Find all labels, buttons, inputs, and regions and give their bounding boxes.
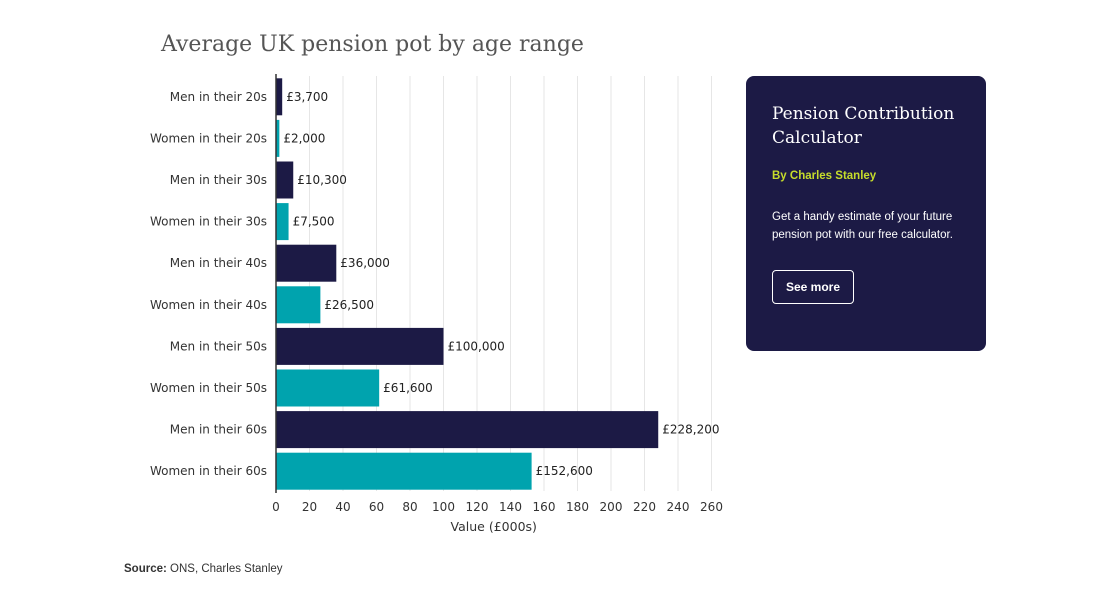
x-tick-label: 0 (272, 500, 280, 514)
value-label: £26,500 (324, 298, 374, 312)
source-text: ONS, Charles Stanley (166, 563, 283, 575)
x-tick-label: 260 (700, 500, 723, 514)
card-byline: By Charles Stanley (772, 170, 877, 182)
x-tick-label: 200 (600, 500, 623, 514)
source-label: Source: (124, 563, 167, 575)
value-label: £228,200 (662, 423, 719, 437)
category-label: Men in their 60s (170, 423, 267, 437)
x-tick-label: 220 (633, 500, 656, 514)
labels: 0 20 40 60 80 100 120 140 160 180 200 220 240 260 Men … (150, 90, 723, 514)
category-label: Men in their 50s (170, 339, 267, 353)
x-tick-label: 180 (566, 500, 589, 514)
x-tick-label: 80 (402, 500, 417, 514)
x-tick-label: 100 (432, 500, 455, 514)
x-tick-label: 240 (667, 500, 690, 514)
category-label: Women in their 30s (150, 215, 267, 229)
category-label: Women in their 40s (150, 298, 267, 312)
bars (276, 78, 659, 490)
bar (276, 369, 380, 407)
x-tick-label: 40 (335, 500, 350, 514)
category-label: Men in their 40s (170, 256, 267, 270)
value-label: £7,500 (293, 215, 335, 229)
bar (276, 203, 289, 241)
value-label: £3,700 (286, 90, 328, 104)
category-label: Women in their 20s (150, 131, 267, 145)
x-tick-label: 60 (369, 500, 384, 514)
see-more-button[interactable]: See more (772, 270, 855, 304)
value-label: £10,300 (297, 173, 347, 187)
category-label: Men in their 30s (170, 173, 267, 187)
chart-title: Average UK pension pot by age range (161, 32, 584, 57)
category-label: Women in their 50s (150, 381, 267, 395)
category-label: Women in their 60s (150, 464, 267, 478)
source-note: Source: ONS, Charles Stanley (124, 563, 283, 575)
bar-chart: 0 20 40 60 80 100 120 140 160 180 200 220 240 260 Men … (150, 74, 723, 534)
x-tick-label: 160 (533, 500, 556, 514)
bar (276, 244, 337, 282)
value-label: £100,000 (448, 339, 505, 353)
bar (276, 119, 280, 157)
x-tick-label: 140 (499, 500, 522, 514)
calculator-promo-card: Pension Contribution Calculator By Charl… (746, 76, 986, 351)
card-title: Pension Contribution Calculator (772, 104, 955, 148)
card-description: Get a handy estimate of your future pens… (772, 211, 953, 241)
value-label: £36,000 (340, 256, 390, 270)
value-label: £2,000 (283, 131, 325, 145)
bar (276, 411, 659, 449)
value-label: £152,600 (536, 464, 593, 478)
bar (276, 327, 444, 365)
x-axis-title: Value (£000s) (451, 519, 537, 534)
category-label: Men in their 20s (170, 90, 267, 104)
bar (276, 161, 294, 199)
x-tick-label: 120 (466, 500, 489, 514)
x-tick-label: 20 (302, 500, 317, 514)
value-label: £61,600 (383, 381, 433, 395)
bar (276, 452, 532, 490)
bar (276, 78, 283, 116)
bar (276, 286, 321, 324)
